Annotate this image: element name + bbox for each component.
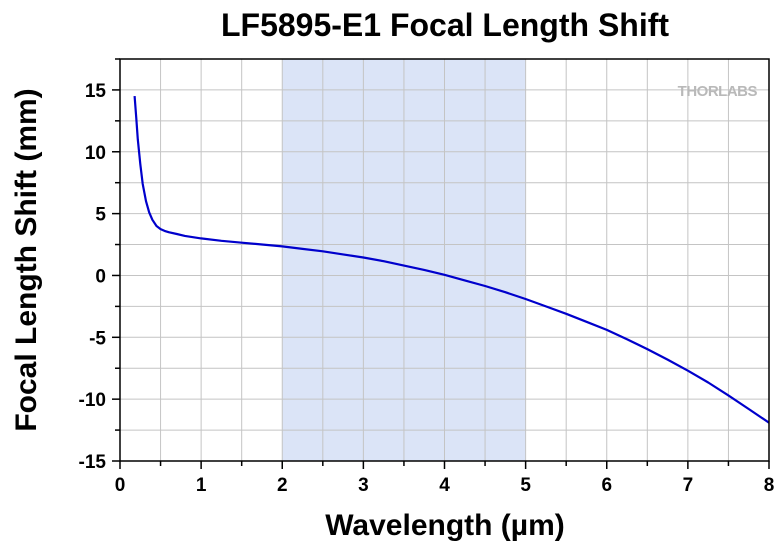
x-tick-label: 7: [683, 475, 694, 496]
x-tick-label: 6: [601, 475, 612, 496]
y-axis-label: Focal Length Shift (mm): [10, 88, 43, 431]
y-tick-label: 10: [85, 143, 106, 164]
x-tick-label: 3: [358, 475, 369, 496]
series-layer: [133, 96, 770, 424]
y-axis-ticks: 15 10 5 0 -5 -10 -15: [79, 58, 120, 473]
y-tick-label: -5: [89, 328, 106, 349]
y-tick-label: 15: [85, 81, 107, 102]
y-tick-label: 0: [95, 266, 106, 287]
x-axis-label: Wavelength (µm): [325, 509, 565, 542]
x-tick-label: 8: [764, 475, 775, 496]
series-line: [133, 96, 770, 424]
x-tick-label: 4: [439, 475, 450, 496]
x-axis-ticks: 0 1 2 3 4 5 6 7 8: [115, 461, 775, 496]
thorlabs-watermark: THORLABS: [678, 83, 758, 100]
y-tick-label: 5: [95, 205, 106, 226]
y-tick-label: -15: [79, 452, 107, 473]
x-tick-label: 5: [520, 475, 531, 496]
grid-lines: [120, 59, 769, 461]
x-tick-label: 0: [115, 475, 126, 496]
x-tick-label: 1: [196, 475, 207, 496]
chart-title: LF5895-E1 Focal Length Shift: [221, 7, 669, 43]
x-tick-label: 2: [277, 475, 288, 496]
y-tick-label: -10: [79, 390, 106, 411]
